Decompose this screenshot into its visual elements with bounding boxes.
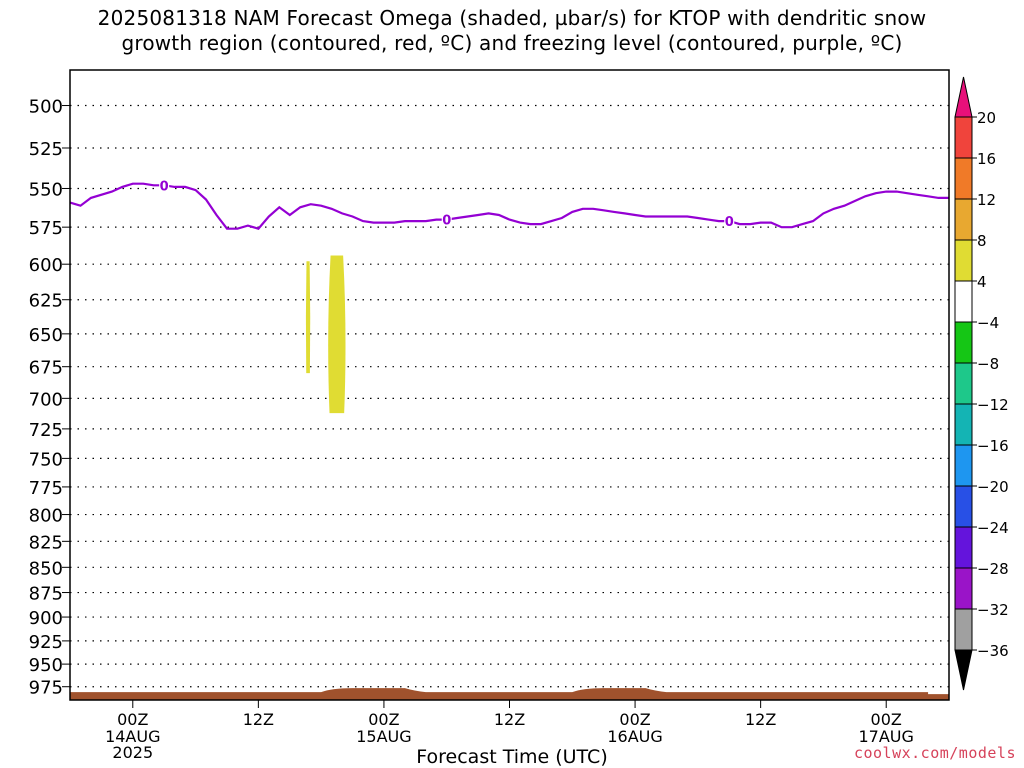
colorbar-tick-label: −8 — [977, 355, 999, 373]
x-tick-label: 12Z — [745, 710, 776, 729]
y-tick-label: 850 — [29, 558, 63, 579]
y-tick-label: 575 — [29, 218, 63, 239]
colorbar-bin — [954, 362, 973, 405]
y-tick-label: 975 — [29, 678, 63, 699]
x-tick-label: 00Z — [368, 710, 399, 729]
colorbar: 20 16 12 8 4 −4 −8 −12 −16 −20 −24 −28 −32 −36 — [954, 76, 1009, 691]
x-tick-date-label: 17AUG — [859, 727, 914, 746]
colorbar-bin — [954, 444, 973, 487]
y-tick-label: 875 — [29, 584, 63, 605]
colorbar-bin — [954, 485, 973, 528]
ground-terrain — [70, 688, 949, 700]
y-tick-label: 825 — [29, 532, 63, 553]
y-tick-label: 900 — [29, 608, 63, 629]
colorbar-tick-label: 4 — [977, 273, 987, 291]
axes: 500 525 550 575 600 625 650 675 700 725 750 775 800 8… — [29, 69, 950, 762]
omega-shaded-region — [328, 255, 346, 414]
freezing-level-label-bg — [159, 178, 170, 193]
plot-frame — [69, 69, 950, 701]
colorbar-bin — [954, 198, 973, 241]
colorbar-tick-label: −12 — [977, 396, 1009, 414]
colorbar-tick-label: 8 — [977, 232, 987, 250]
y-tick-label: 725 — [29, 420, 63, 441]
colorbar-tick-label: −20 — [977, 478, 1009, 496]
colorbar-tick-label: −36 — [977, 642, 1009, 660]
x-tick-label: 00Z — [871, 710, 902, 729]
x-tick-date-label: 15AUG — [356, 727, 411, 746]
x-tick-label: 00Z — [619, 710, 650, 729]
colorbar-tick-label: −24 — [977, 519, 1009, 537]
colorbar-tick-label: 16 — [977, 150, 996, 168]
site-credit: coolwx.com/models — [853, 744, 1016, 762]
chart-title: 2025081318 NAM Forecast Omega (shaded, µ… — [0, 6, 1024, 56]
colorbar-bin — [954, 321, 973, 364]
x-axis-title: Forecast Time (UTC) — [416, 746, 608, 768]
chart-title-line1: 2025081318 NAM Forecast Omega (shaded, µ… — [97, 6, 927, 30]
y-tick-label: 950 — [29, 655, 63, 676]
x-tick-label: 12Z — [243, 710, 274, 729]
freezing-level-line — [69, 182, 949, 230]
colorbar-bottom-arrow — [954, 649, 973, 691]
omega-shaded-region — [305, 261, 311, 374]
x-tick-label: 00Z — [117, 710, 148, 729]
y-tick-label: 775 — [29, 478, 63, 499]
colorbar-tick-label: −16 — [977, 437, 1009, 455]
colorbar-bin — [954, 157, 973, 200]
chart-title-line2: growth region (contoured, red, ºC) and f… — [121, 31, 903, 55]
x-tick-year-label: 2025 — [112, 743, 153, 762]
colorbar-tick-label: 12 — [977, 191, 996, 209]
freezing-level-label: 0 — [725, 215, 734, 230]
colorbar-top-arrow — [954, 76, 973, 118]
colorbar-tick-label: 20 — [977, 109, 996, 127]
colorbar-tick-label: −32 — [977, 601, 1009, 619]
colorbar-bin — [954, 280, 973, 323]
colorbar-bin — [954, 567, 973, 610]
y-tick-label: 500 — [29, 97, 63, 118]
y-tick-label: 675 — [29, 358, 63, 379]
y-tick-label: 625 — [29, 291, 63, 312]
freezing-level-label: 0 — [442, 214, 451, 229]
y-tick-label: 650 — [29, 325, 63, 346]
freezing-level-label: 0 — [160, 179, 169, 194]
plot-area: 0 0 0 — [69, 104, 949, 700]
freezing-level-label-bg — [724, 214, 735, 229]
colorbar-tick-label: −4 — [977, 314, 999, 332]
y-tick-label: 700 — [29, 389, 63, 410]
x-tick-label: 12Z — [494, 710, 525, 729]
colorbar-bin — [954, 608, 973, 651]
colorbar-bin — [954, 116, 973, 159]
y-tick-label: 800 — [29, 506, 63, 527]
colorbar-bin — [954, 526, 973, 569]
x-tick-date-label: 14AUG — [105, 727, 160, 746]
freezing-level-label-bg — [441, 212, 452, 227]
y-tick-label: 600 — [29, 255, 63, 276]
y-tick-label: 525 — [29, 139, 63, 160]
y-tick-label: 750 — [29, 449, 63, 470]
colorbar-tick-label: −28 — [977, 560, 1009, 578]
x-tick-date-label: 16AUG — [607, 727, 662, 746]
y-tick-label: 925 — [29, 632, 63, 653]
y-tick-label: 550 — [29, 179, 63, 200]
colorbar-bin — [954, 403, 973, 446]
colorbar-bin — [954, 239, 973, 282]
